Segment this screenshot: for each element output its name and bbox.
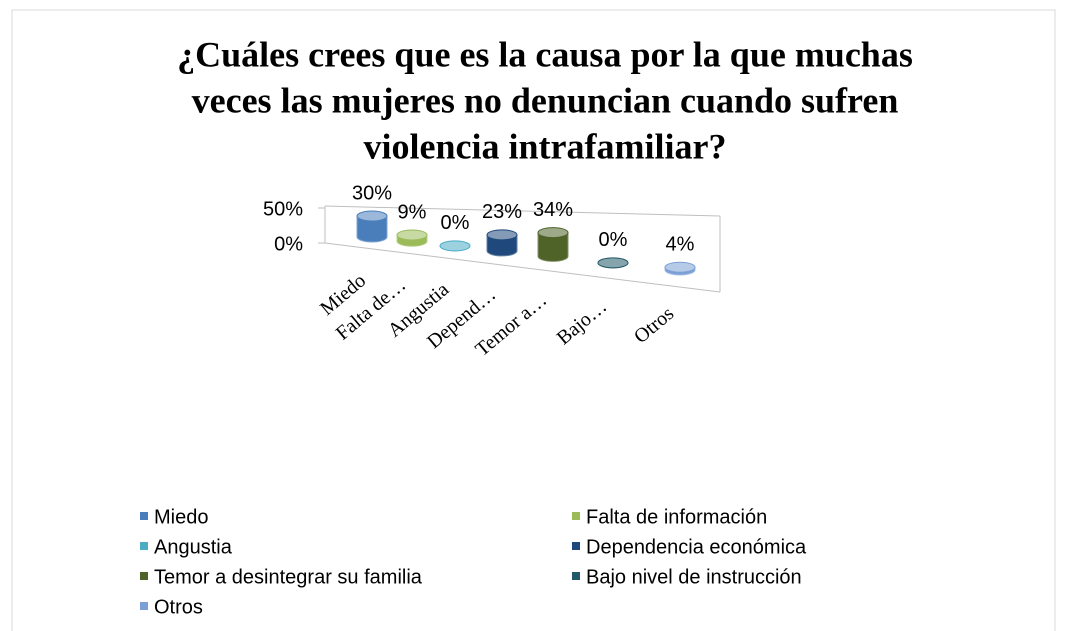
cylinder-top xyxy=(597,257,629,269)
value-label: 34% xyxy=(533,199,573,221)
cylinder xyxy=(396,229,428,247)
cylinder-top xyxy=(396,229,428,241)
cylinder-body xyxy=(356,215,388,243)
legend-swatch xyxy=(572,542,580,550)
plot-walls xyxy=(324,205,721,293)
cylinder xyxy=(537,227,569,262)
y-tick-label: 50% xyxy=(263,198,303,220)
chart-title: veces las mujeres no denuncian cuando su… xyxy=(192,80,899,120)
legend-swatch xyxy=(140,602,148,610)
legend-swatch xyxy=(572,572,580,580)
cylinder-top xyxy=(664,261,696,273)
cylinder-body xyxy=(537,232,569,262)
legend-label: Falta de información xyxy=(586,506,767,528)
cylinder xyxy=(356,210,388,243)
legend-label: Miedo xyxy=(154,506,208,528)
value-label: 9% xyxy=(398,201,427,223)
chart-title: ¿Cuáles crees que es la causa por la que… xyxy=(177,34,913,74)
cylinder-top xyxy=(486,229,518,241)
chart-title: violencia intrafamiliar? xyxy=(364,126,727,166)
chart-frame xyxy=(11,9,1056,631)
cylinder xyxy=(597,257,629,269)
legend-swatch xyxy=(140,542,148,550)
cylinder-body xyxy=(486,234,518,257)
cylinder xyxy=(439,240,471,252)
legend-swatch xyxy=(140,572,148,580)
legend-label: Angustia xyxy=(154,536,233,558)
value-label: 30% xyxy=(352,182,392,204)
value-label: 4% xyxy=(666,233,695,255)
legend-swatch xyxy=(140,512,148,520)
legend-label: Temor a desintegrar su familia xyxy=(154,566,423,588)
legend-label: Otros xyxy=(154,596,203,618)
value-label: 0% xyxy=(441,212,470,234)
value-label: 23% xyxy=(482,201,522,223)
cylinder-top xyxy=(537,227,569,239)
cylinder-top xyxy=(439,240,471,252)
value-label: 0% xyxy=(599,229,628,251)
cylinder xyxy=(664,261,696,276)
legend-label: Dependencia económica xyxy=(586,536,807,558)
cylinder xyxy=(486,229,518,257)
legend-swatch xyxy=(572,512,580,520)
legend-label: Bajo nivel de instrucción xyxy=(586,566,802,588)
y-tick-label: 0% xyxy=(274,233,303,255)
cylinder-top xyxy=(356,210,388,222)
